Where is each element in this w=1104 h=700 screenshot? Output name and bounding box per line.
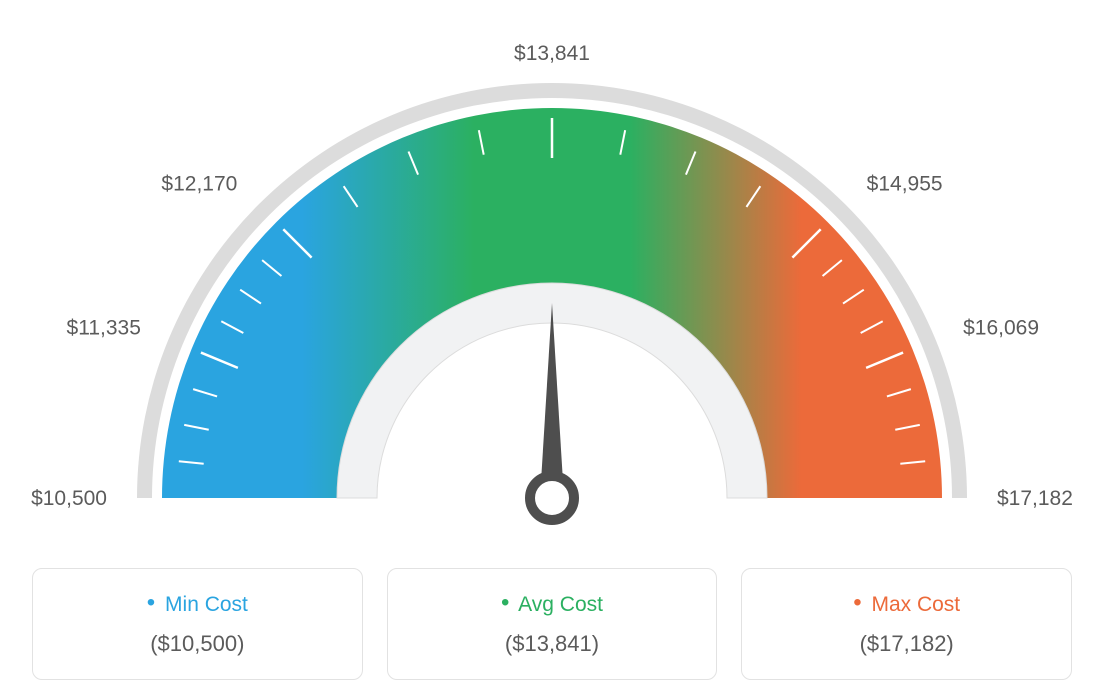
gauge-tick-label: $14,955 bbox=[867, 172, 943, 195]
gauge-needle-hub bbox=[530, 476, 574, 520]
cost-gauge-chart: $10,500 $11,335 $12,170 $13,841 $14,955 $16,0… bbox=[20, 20, 1084, 680]
legend-card-min: • Min Cost ($10,500) bbox=[32, 568, 363, 680]
dot-icon: • bbox=[147, 589, 155, 616]
gauge-tick-label: $16,069 bbox=[963, 317, 1039, 340]
gauge-tick-label: $17,182 bbox=[997, 487, 1073, 510]
gauge-tick-label: $10,500 bbox=[31, 487, 107, 510]
legend-value-max: ($17,182) bbox=[752, 631, 1061, 657]
legend-label-min: Min Cost bbox=[165, 593, 248, 616]
legend-card-max: • Max Cost ($17,182) bbox=[741, 568, 1072, 680]
legend-value-min: ($10,500) bbox=[43, 631, 352, 657]
dot-icon: • bbox=[853, 589, 861, 616]
legend-card-avg: • Avg Cost ($13,841) bbox=[387, 568, 718, 680]
legend-label-avg: Avg Cost bbox=[518, 593, 603, 616]
gauge-svg: $10,500 $11,335 $12,170 $13,841 $14,955 $16,0… bbox=[20, 20, 1084, 540]
legend-value-avg: ($13,841) bbox=[398, 631, 707, 657]
gauge-tick-label: $13,841 bbox=[514, 42, 590, 65]
gauge-tick-label: $11,335 bbox=[67, 317, 141, 340]
gauge-needle bbox=[540, 303, 564, 498]
legend-label-max: Max Cost bbox=[871, 593, 960, 616]
dot-icon: • bbox=[501, 589, 509, 616]
legend-row: • Min Cost ($10,500) • Avg Cost ($13,841… bbox=[20, 568, 1084, 680]
gauge-tick-label: $12,170 bbox=[161, 172, 237, 195]
